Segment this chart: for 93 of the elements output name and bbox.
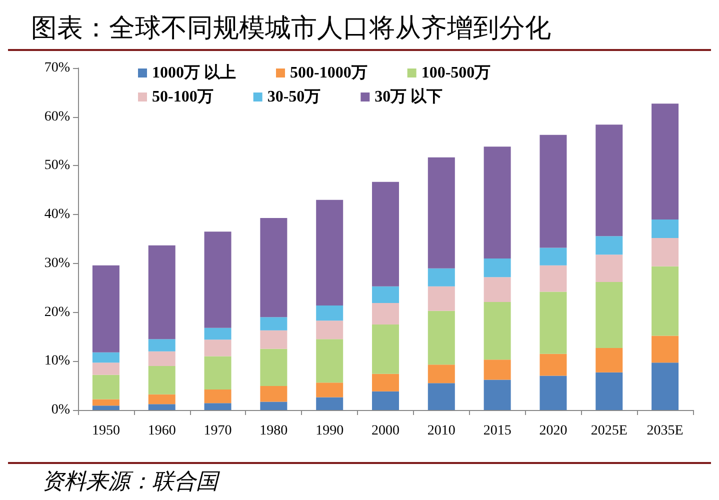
bar: [428, 383, 455, 410]
y-tick-label: 10%: [44, 354, 70, 369]
y-tick-label: 60%: [44, 109, 70, 124]
bar: [484, 360, 511, 380]
bar: [428, 364, 455, 384]
legend-label: 100-500万: [421, 64, 491, 82]
bar: [372, 391, 399, 410]
bar: [652, 238, 679, 266]
bar: [148, 366, 176, 394]
bar: [204, 403, 232, 410]
bar: [204, 356, 232, 390]
bar: [652, 219, 679, 238]
bar: [428, 268, 455, 286]
y-tick-label: 40%: [44, 207, 70, 222]
text: 资料来源：联合国: [42, 468, 221, 494]
bar: [596, 372, 623, 410]
y-tick-label: 0%: [51, 402, 70, 418]
legend-label: 30万 以下: [374, 88, 443, 106]
bar: [652, 336, 679, 363]
bar: [428, 157, 455, 268]
bar: [652, 104, 679, 220]
bar: [92, 265, 120, 352]
bar: [260, 330, 288, 349]
y-tick-label: 50%: [44, 158, 70, 174]
bar: [204, 232, 232, 328]
legend-label: 50-100万: [152, 88, 214, 106]
bar: [148, 351, 176, 366]
bar: [260, 218, 288, 318]
bar: [92, 406, 120, 410]
bar: [92, 362, 120, 375]
bar: [148, 394, 176, 404]
bar: [316, 397, 344, 410]
bar: [596, 254, 623, 282]
bar: [540, 265, 567, 292]
x-tick-label: 2000: [372, 424, 400, 438]
legend-label: 500-1000万: [290, 64, 368, 82]
x-tick-label: 2020: [539, 424, 568, 438]
bar: [484, 277, 511, 302]
bar: [260, 317, 288, 330]
bar: [596, 348, 623, 372]
bar: [484, 380, 511, 410]
x-tick-label: 1980: [260, 424, 288, 438]
bar: [484, 302, 511, 360]
bar: [372, 324, 399, 374]
bar: [372, 182, 399, 286]
bar: [596, 236, 623, 255]
bar: [540, 376, 567, 410]
bar: [484, 146, 511, 259]
chart-title: 图表：全球不同规模城市人口将从齐增到分化: [31, 14, 551, 42]
bar: [372, 286, 399, 304]
bar: [316, 320, 344, 340]
bar: [148, 404, 176, 410]
legend-label: 30-50万: [267, 88, 321, 106]
y-tick-label: 20%: [44, 304, 70, 320]
x-tick-label: 1970: [204, 424, 232, 438]
bar: [260, 348, 288, 386]
x-tick-label: 2035E: [646, 424, 684, 438]
bar: [204, 328, 232, 340]
bar: [484, 258, 511, 278]
bar: [540, 248, 567, 266]
x-tick-label: 2025E: [590, 424, 628, 438]
bar: [316, 382, 344, 398]
bar: [92, 352, 120, 363]
bar: [260, 386, 288, 402]
bar: [316, 339, 344, 383]
bar: [652, 266, 679, 336]
bar: [148, 339, 176, 352]
y-tick-label: 30%: [44, 256, 70, 271]
x-tick-label: 2015: [483, 424, 512, 438]
bar: [540, 134, 567, 248]
bar: [92, 374, 120, 400]
bar: [372, 374, 399, 392]
bar: [652, 362, 679, 410]
legend-label: 1000万 以上: [152, 64, 236, 82]
bar: [316, 305, 344, 321]
y-tick-label: 70%: [44, 60, 70, 76]
bar: [428, 286, 455, 311]
bar: [92, 399, 120, 406]
bar: [540, 292, 567, 354]
bar: [372, 303, 399, 324]
bar: [540, 354, 567, 376]
bar: [596, 124, 623, 236]
x-tick-label: 1960: [148, 424, 176, 438]
x-tick-label: 1950: [92, 424, 120, 438]
bar: [148, 245, 176, 340]
bar: [428, 310, 455, 365]
x-tick-label: 1990: [316, 424, 344, 438]
bar: [596, 282, 623, 348]
bar: [260, 402, 288, 410]
bar: [204, 340, 232, 356]
x-tick-label: 2010: [427, 424, 456, 438]
bar: [204, 389, 232, 404]
bar: [316, 200, 344, 306]
